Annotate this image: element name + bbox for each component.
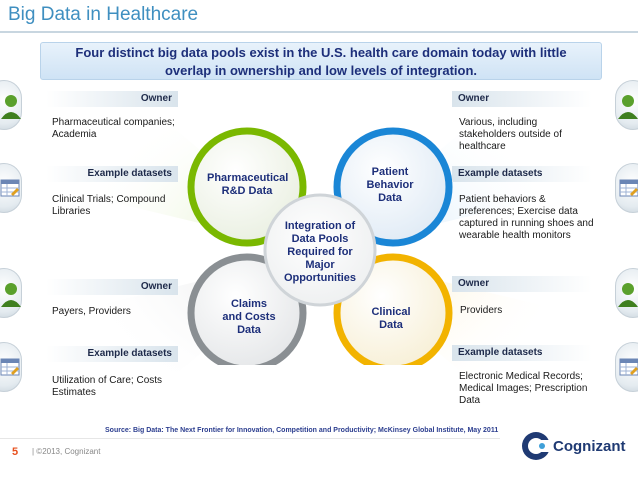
- slide-title: Big Data in Healthcare: [8, 4, 199, 25]
- owner-text-bottom-right: Providers: [460, 305, 503, 316]
- pool-label-pharma-line: Pharmaceutical: [207, 172, 289, 184]
- footer-divider: [0, 438, 500, 439]
- center-label: Integration of Data Pools Required for M…: [276, 220, 364, 285]
- pool-label-claims-line: and Costs: [222, 311, 276, 323]
- page-number: 5: [12, 446, 19, 458]
- headline-line-1: Four distinct big data pools exist in th…: [75, 45, 567, 60]
- spreadsheet-icon: [0, 163, 22, 213]
- pool-label-clinical-line: Data: [379, 319, 403, 331]
- datasets-text-bottom-left: Utilization of Care; Costs Estimates: [52, 375, 163, 398]
- datasets-text-bottom-right: Electronic Medical Records; Medical Imag…: [459, 371, 588, 406]
- datasets-band-top-right: Example datasets: [452, 166, 592, 182]
- pool-label-pharma: Pharmaceutical R&D Data: [207, 172, 289, 198]
- cognizant-logo-icon: [522, 432, 550, 460]
- copyright-text: | ©2013, Cognizant: [32, 447, 101, 456]
- cognizant-logo-text: Cognizant: [553, 438, 626, 455]
- pool-label-patient-line: Behavior: [366, 179, 414, 191]
- data-pools-diagram: [187, 127, 453, 365]
- owner-text-bottom-left: Payers, Providers: [52, 306, 131, 317]
- pool-circle-patient: [333, 127, 453, 247]
- headline-line-2: overlap in ownership and low levels of i…: [164, 63, 478, 78]
- pool-label-claims-line: Data: [237, 324, 261, 336]
- pool-circle-pharma: [187, 127, 307, 247]
- owner-text-top-right: Various, including stakeholders outside …: [459, 117, 562, 152]
- person-icon: [0, 268, 22, 318]
- spreadsheet-icon: [0, 342, 22, 392]
- pool-label-pharma-line: R&D Data: [221, 185, 273, 197]
- person-icon: [615, 268, 638, 318]
- spreadsheet-icon: [615, 342, 638, 392]
- spreadsheet-icon: [615, 163, 638, 213]
- center-label-line: Integration of: [284, 220, 356, 232]
- datasets-text-top-left: Clinical Trials; Compound Libraries: [52, 194, 166, 217]
- owner-text-top-left: Pharmaceutical companies; Academia: [52, 117, 175, 140]
- datasets-band-bottom-left: Example datasets: [46, 346, 178, 362]
- center-label-line: Opportunities: [283, 272, 357, 284]
- title-divider: [0, 31, 638, 33]
- pool-label-patient-line: Data: [378, 192, 402, 204]
- center-label-line: Major: [305, 259, 335, 271]
- center-label-line: Data Pools: [291, 233, 349, 245]
- datasets-band-top-left: Example datasets: [46, 166, 178, 182]
- headline-banner: Four distinct big data pools exist in th…: [40, 42, 602, 80]
- center-label-line: Required for: [287, 246, 353, 258]
- owner-band-bottom-left: Owner: [46, 279, 178, 295]
- pool-label-clinical: Clinical Data: [356, 306, 426, 332]
- pool-label-patient: Patient Behavior Data: [355, 166, 425, 205]
- pool-label-claims-line: Claims: [230, 298, 268, 310]
- pool-label-claims: Claims and Costs Data: [214, 298, 284, 337]
- center-circle: [263, 193, 377, 307]
- pool-label-clinical-line: Clinical: [371, 306, 411, 318]
- owner-band-top-right: Owner: [452, 91, 592, 107]
- owner-band-bottom-right: Owner: [452, 276, 592, 292]
- datasets-text-top-right: Patient behaviors & preferences; Exercis…: [459, 194, 594, 241]
- person-icon: [0, 80, 22, 130]
- person-icon: [615, 80, 638, 130]
- source-citation: Source: Big Data: The Next Frontier for …: [105, 427, 499, 434]
- pool-label-patient-line: Patient: [371, 166, 409, 178]
- owner-band-top-left: Owner: [46, 91, 178, 107]
- datasets-band-bottom-right: Example datasets: [452, 345, 592, 361]
